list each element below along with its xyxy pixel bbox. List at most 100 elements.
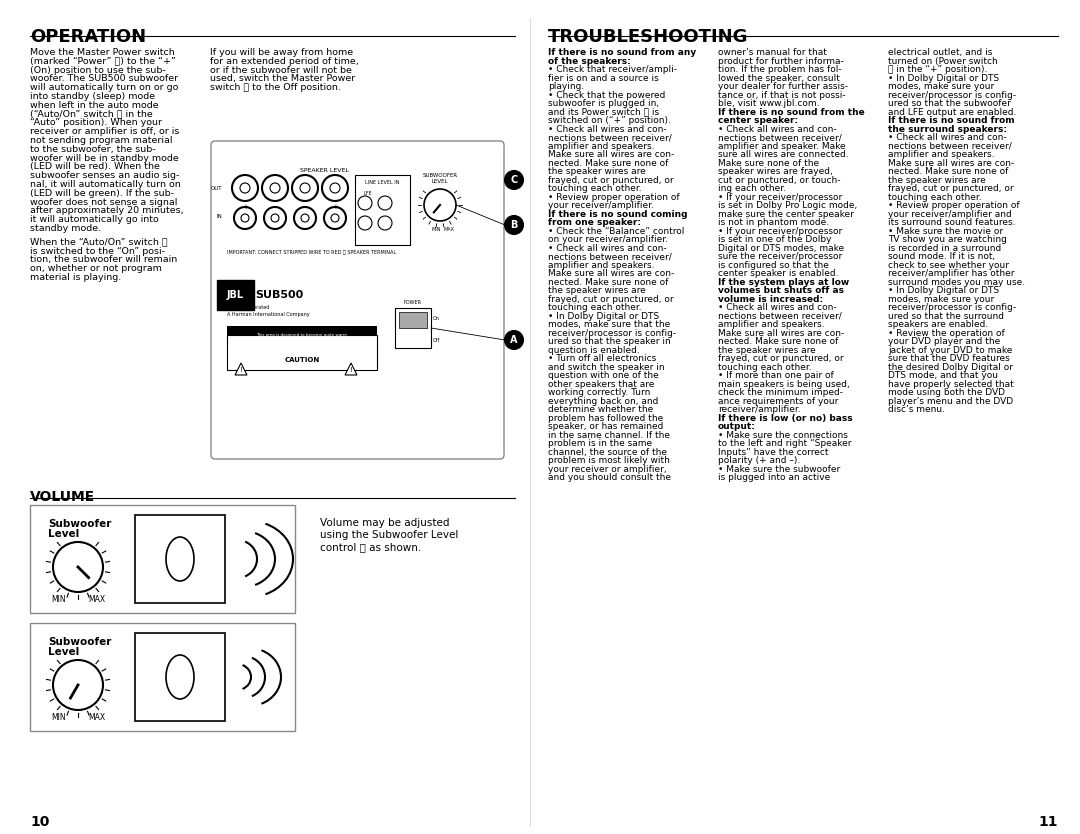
Text: If there is no sound from the: If there is no sound from the [718, 108, 865, 117]
Text: your receiver or amplifier,: your receiver or amplifier, [548, 465, 666, 474]
Text: cut or punctured, or touch-: cut or punctured, or touch- [718, 175, 840, 184]
Text: • If more than one pair of: • If more than one pair of [718, 371, 834, 380]
Circle shape [241, 214, 249, 222]
Text: your receiver/amplifier and: your receiver/amplifier and [888, 209, 1012, 219]
Text: If there is low (or no) bass: If there is low (or no) bass [718, 414, 852, 423]
Text: If you will be away from home: If you will be away from home [210, 48, 353, 57]
Text: and its Power switch Ⓐ is: and its Power switch Ⓐ is [548, 108, 659, 117]
Text: • Make sure the connections: • Make sure the connections [718, 430, 848, 440]
Text: When the “Auto/On” switch Ⓒ: When the “Auto/On” switch Ⓒ [30, 238, 167, 247]
Circle shape [330, 214, 339, 222]
Text: VOLUME: VOLUME [30, 490, 95, 504]
Text: is not in phantom mode.: is not in phantom mode. [718, 218, 829, 227]
Text: the speaker wires are: the speaker wires are [548, 286, 646, 295]
Bar [227, 326, 377, 340]
Text: or if the subwoofer will not be: or if the subwoofer will not be [210, 66, 352, 74]
Text: Subwoofer: Subwoofer [48, 637, 111, 647]
Text: OPERATION: OPERATION [30, 28, 146, 46]
Text: center speaker is enabled.: center speaker is enabled. [718, 269, 838, 278]
Text: playing.: playing. [548, 82, 584, 91]
Circle shape [424, 189, 456, 221]
Text: of the speakers:: of the speakers: [548, 57, 631, 66]
Text: electrical outlet, and is: electrical outlet, and is [888, 48, 993, 57]
Text: used, switch the Master Power: used, switch the Master Power [210, 74, 355, 83]
Text: SUB500: SUB500 [255, 290, 303, 300]
Text: • Make sure the subwoofer: • Make sure the subwoofer [718, 465, 840, 474]
Text: determine whether the: determine whether the [548, 405, 653, 414]
Text: • If your receiver/processor: • If your receiver/processor [718, 227, 842, 235]
Text: control Ⓑ as shown.: control Ⓑ as shown. [320, 542, 421, 552]
Bar [395, 308, 431, 348]
Text: • Check the “Balance” control: • Check the “Balance” control [548, 227, 685, 235]
Text: subwoofer senses an audio sig-: subwoofer senses an audio sig- [30, 171, 179, 180]
Text: ured so that the speaker in: ured so that the speaker in [548, 337, 671, 346]
Text: frayed, cut or punctured, or: frayed, cut or punctured, or [718, 354, 843, 363]
Text: question is enabled.: question is enabled. [548, 345, 639, 354]
Text: have properly selected that: have properly selected that [888, 379, 1014, 389]
Text: after approximately 20 minutes,: after approximately 20 minutes, [30, 206, 184, 215]
Text: SUBWOOFER
LEVEL: SUBWOOFER LEVEL [422, 173, 458, 184]
Text: MAX: MAX [444, 227, 455, 232]
Text: If the system plays at low: If the system plays at low [718, 278, 849, 287]
Circle shape [262, 175, 288, 201]
Text: modes, make sure your: modes, make sure your [888, 294, 995, 304]
Text: nections between receiver/: nections between receiver/ [718, 312, 841, 320]
Text: LFE: LFE [363, 191, 372, 196]
Text: sure all wires are connected.: sure all wires are connected. [718, 150, 849, 159]
Text: nected. Make sure none of: nected. Make sure none of [548, 158, 669, 168]
Text: • If your receiver/processor: • If your receiver/processor [718, 193, 842, 202]
Text: nections between receiver/: nections between receiver/ [718, 133, 841, 142]
Text: • Review proper operation of: • Review proper operation of [548, 193, 679, 202]
Text: If there is no sound from: If there is no sound from [888, 116, 1014, 125]
Text: frayed, cut or punctured, or: frayed, cut or punctured, or [548, 294, 674, 304]
Circle shape [357, 216, 372, 230]
FancyBboxPatch shape [135, 515, 225, 603]
Circle shape [505, 216, 523, 234]
Text: is set in Dolby Pro Logic mode,: is set in Dolby Pro Logic mode, [718, 201, 858, 210]
Text: • Check all wires and con-: • Check all wires and con- [718, 124, 837, 133]
Text: your dealer for further assis-: your dealer for further assis- [718, 82, 848, 91]
Text: • In Dolby Digital or DTS: • In Dolby Digital or DTS [548, 312, 659, 320]
Circle shape [264, 207, 286, 229]
Text: touching each other.: touching each other. [548, 303, 642, 312]
Text: for an extended period of time,: for an extended period of time, [210, 57, 359, 66]
Text: check the minimum imped-: check the minimum imped- [718, 388, 843, 397]
Text: speaker, or has remained: speaker, or has remained [548, 422, 663, 431]
Text: volume is increased:: volume is increased: [718, 294, 823, 304]
Text: and you should consult the: and you should consult the [548, 473, 671, 482]
Text: • Turn off all electronics: • Turn off all electronics [548, 354, 657, 363]
Circle shape [271, 214, 279, 222]
Circle shape [300, 183, 310, 193]
Text: B: B [511, 220, 517, 230]
Text: your DVD player and the: your DVD player and the [888, 337, 1000, 346]
Text: on your receiver/amplifier.: on your receiver/amplifier. [548, 235, 669, 244]
Text: amplifier and speakers.: amplifier and speakers. [888, 150, 995, 159]
Text: will automatically turn on or go: will automatically turn on or go [30, 83, 178, 93]
Text: its surround sound features.: its surround sound features. [888, 218, 1015, 227]
Text: frayed, cut or punctured, or: frayed, cut or punctured, or [548, 175, 674, 184]
Text: problem has followed the: problem has followed the [548, 414, 663, 423]
Text: TROUBLESHOOTING: TROUBLESHOOTING [548, 28, 748, 46]
Text: 11: 11 [1039, 815, 1058, 829]
Text: ured so that the subwoofer: ured so that the subwoofer [888, 99, 1011, 108]
Polygon shape [345, 363, 357, 375]
Text: SPEAKER LEVEL: SPEAKER LEVEL [300, 168, 349, 173]
Text: LINE LEVEL IN: LINE LEVEL IN [365, 180, 400, 185]
Circle shape [292, 175, 318, 201]
Circle shape [301, 214, 309, 222]
Text: +: + [242, 204, 248, 210]
Text: MAX: MAX [87, 595, 105, 604]
Text: the speaker wires are: the speaker wires are [718, 345, 815, 354]
Circle shape [53, 542, 103, 592]
Text: into standby (sleep) mode: into standby (sleep) mode [30, 92, 156, 101]
Text: switch Ⓐ to the Off position.: switch Ⓐ to the Off position. [210, 83, 341, 93]
Text: • Review the operation of: • Review the operation of [888, 329, 1004, 338]
Text: amplifier and speakers.: amplifier and speakers. [548, 142, 654, 150]
Text: ing each other.: ing each other. [718, 184, 786, 193]
Text: other speakers that are: other speakers that are [548, 379, 654, 389]
Text: • Check that receiver/ampli-: • Check that receiver/ampli- [548, 65, 677, 74]
FancyBboxPatch shape [30, 505, 295, 613]
Text: If there is no sound coming: If there is no sound coming [548, 209, 688, 219]
Text: Make sure all wires are con-: Make sure all wires are con- [718, 329, 845, 338]
Text: If there is no sound from any: If there is no sound from any [548, 48, 697, 57]
